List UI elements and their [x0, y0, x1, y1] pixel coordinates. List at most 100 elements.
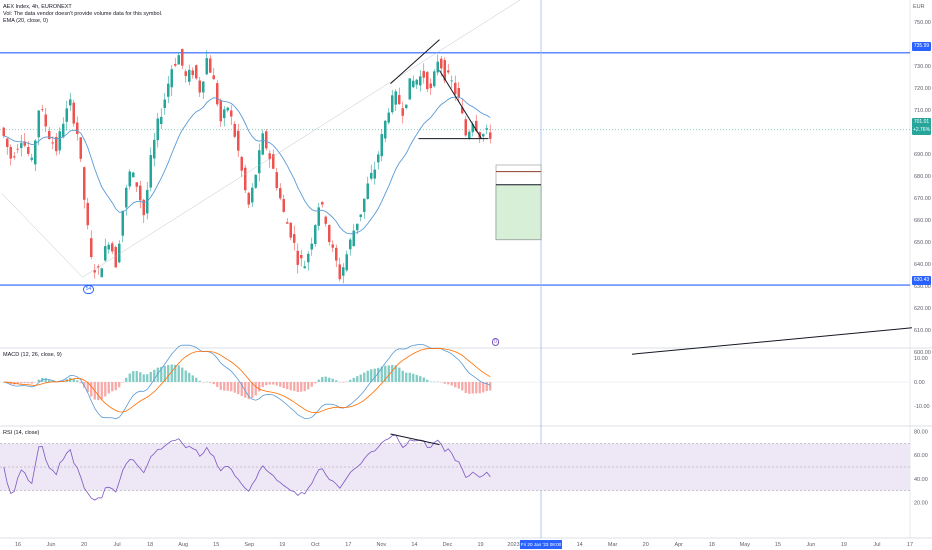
candle-body [300, 255, 303, 259]
candle-body [433, 71, 436, 87]
triangle-upper-line [390, 39, 440, 84]
macd-histogram-bar [380, 366, 383, 382]
candle-body [209, 58, 212, 73]
macd-histogram-bar [233, 382, 236, 393]
macd-histogram-bar [335, 380, 338, 382]
rsi-tick-label: 60.00 [914, 453, 928, 459]
macd-histogram-bar [370, 369, 373, 382]
macd-histogram-bar [457, 382, 460, 389]
macd-histogram-bar [188, 372, 191, 382]
macd-legend[interactable]: MACD (12, 26, close, 9) [3, 352, 62, 358]
candle-body [293, 234, 296, 243]
ema-legend[interactable]: EMA (20, close, 0) [3, 18, 48, 24]
candle-body [296, 250, 299, 265]
macd-histogram-bar [142, 374, 145, 382]
candle-body [265, 131, 268, 149]
macd-histogram-bar [195, 377, 198, 382]
macd-histogram-bar [391, 365, 394, 382]
macd-histogram-bar [16, 382, 19, 385]
candle-body [440, 58, 443, 69]
time-tick-label: Aug [178, 542, 188, 548]
candle-body [331, 244, 334, 248]
target-zone [495, 184, 542, 241]
macd-histogram-bar [37, 379, 40, 382]
macd-histogram-bar [450, 382, 453, 386]
price-tick-label: 610.00 [914, 328, 931, 334]
macd-histogram-bar [51, 380, 54, 382]
macd-histogram-bar [471, 382, 474, 394]
candle-body [30, 157, 33, 160]
candle-body [65, 108, 68, 122]
candle-body [156, 118, 159, 141]
candle-body [471, 124, 474, 133]
candle-body [401, 108, 404, 116]
candle-body [429, 83, 432, 89]
macd-histogram-bar [303, 382, 306, 392]
candle-body [160, 116, 163, 124]
macd-histogram-bar [156, 367, 159, 382]
event-marker-badge[interactable]: 54 [83, 285, 94, 294]
candle-body [454, 82, 457, 95]
time-tick-label: May [740, 542, 751, 548]
candle-body [62, 123, 65, 138]
currency-label: EUR [913, 4, 925, 10]
macd-histogram-bar [34, 382, 37, 383]
macd-histogram-bar [114, 382, 117, 391]
candle-body [405, 104, 408, 108]
dividend-marker-badge[interactable]: 0 [492, 338, 499, 346]
candle-body [482, 134, 485, 137]
macd-histogram-bar [181, 367, 184, 382]
macd-histogram-bar [30, 382, 33, 384]
time-tick-label: Jun [806, 542, 815, 548]
candle-body [352, 230, 355, 247]
candle-body [111, 243, 114, 252]
candle-body [125, 187, 128, 208]
macd-histogram-bar [261, 382, 264, 388]
candle-body [426, 72, 429, 90]
macd-histogram-bar [454, 382, 457, 388]
macd-histogram-bar [468, 382, 471, 394]
candle-body [314, 225, 317, 245]
macd-histogram-bar [282, 382, 285, 389]
candle-body [100, 268, 103, 278]
macd-histogram-bar [447, 382, 450, 385]
candle-body [356, 223, 359, 231]
macd-histogram-bar [338, 382, 341, 383]
macd-histogram-bar [198, 380, 201, 382]
candle-body [149, 155, 152, 188]
candle-body [118, 243, 121, 263]
macd-histogram-bar [212, 382, 215, 385]
candle-body [408, 78, 411, 100]
macd-histogram-bar [128, 373, 131, 382]
candle-body [191, 70, 194, 76]
candle-body [97, 266, 100, 268]
candle-body [76, 122, 79, 135]
candle-body [450, 80, 453, 82]
rsi-tick-label: 20.00 [914, 500, 928, 506]
rsi-tick-label: 80.00 [914, 430, 928, 436]
support-price-tag: 630.43 [912, 276, 931, 285]
macd-histogram-bar [191, 375, 194, 382]
candle-body [226, 107, 229, 111]
macd-histogram-bar [237, 382, 240, 395]
macd-histogram-bar [279, 382, 282, 387]
macd-histogram-bar [240, 382, 243, 396]
forecast-trend-line [631, 327, 913, 355]
macd-histogram-bar [44, 378, 47, 382]
rsi-legend[interactable]: RSI (14, close) [3, 430, 40, 436]
candle-body [83, 167, 86, 200]
candle-body [104, 246, 107, 261]
price-tick-label: 640.00 [914, 262, 931, 268]
macd-histogram-bar [482, 382, 485, 393]
macd-signal-line [3, 347, 491, 414]
change-tag: +2.76% [912, 126, 931, 135]
symbol-title[interactable]: AEX Index, 4h, EURONEXT [3, 4, 72, 10]
time-tick-label: 2023 [507, 542, 519, 548]
macd-histogram-bar [170, 364, 173, 382]
macd-histogram-bar [352, 377, 355, 382]
time-tick-label: 20 [81, 542, 87, 548]
candle-body [254, 174, 257, 188]
candle-body [286, 222, 289, 224]
